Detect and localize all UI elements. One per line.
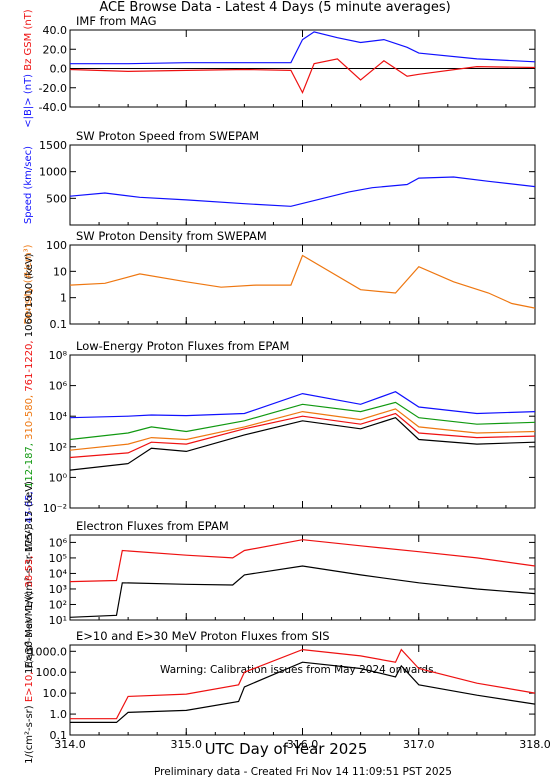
y-axis-label: <|B|> (nT) Bz GSM (nT) bbox=[23, 9, 34, 128]
calibration-warning: Warning: Calibration issues from May 202… bbox=[160, 664, 437, 676]
panel-title: Electron Fluxes from EPAM bbox=[76, 519, 229, 533]
panel-title: IMF from MAG bbox=[76, 14, 157, 28]
series-line-5 bbox=[69, 417, 536, 471]
y-tick-label: 1 bbox=[60, 292, 67, 305]
series-line-2 bbox=[69, 565, 536, 618]
y-tick-label: 10² bbox=[49, 598, 67, 611]
footer-text: Preliminary data - Created Fri Nov 14 11… bbox=[154, 766, 452, 778]
y-tick-label: 1000.0 bbox=[29, 645, 68, 658]
y-axis-label-part: 38-53, bbox=[24, 555, 35, 590]
y-tick-label: 100.0 bbox=[36, 666, 68, 679]
panel-title: SW Proton Speed from SWEPAM bbox=[76, 129, 259, 143]
series-line-1 bbox=[69, 176, 536, 207]
panel-frame bbox=[69, 534, 536, 621]
panel-title: E>10 and E>30 MeV Proton Fluxes from SIS bbox=[76, 629, 330, 643]
panel-frame bbox=[69, 644, 536, 736]
y-axis-label-part: 1/(cm²-s-sr-MeV) bbox=[24, 591, 35, 674]
y-tick-label: -20.0 bbox=[39, 82, 67, 95]
x-tick-label: 316.0 bbox=[287, 738, 319, 751]
series-line-1 bbox=[69, 391, 536, 419]
y-axis-label-part: <|B|> (nT) bbox=[23, 74, 34, 128]
y-tick-label: 10⁴ bbox=[49, 410, 68, 423]
y-axis-label-part: 1/(cm²-s-sr) bbox=[24, 705, 35, 764]
y-axis-label: 1/(cm²-s-sr-MeV) 47-65, 112-187, 310-580… bbox=[24, 253, 35, 610]
panel-title: SW Proton Density from SWEPAM bbox=[76, 229, 267, 243]
y-axis-label-part: 1/(cm²-s-sr-MeV) bbox=[24, 527, 35, 610]
y-axis-label-part: Speed (km/sec) bbox=[23, 146, 34, 224]
y-axis-label-part: 310-580, bbox=[24, 395, 35, 443]
y-axis-label: 1/(cm²-s-sr-MeV) 38-53, 175-315 (keV) bbox=[24, 481, 35, 674]
y-axis-label-part: 112-187, bbox=[24, 443, 35, 491]
x-tick-label: 314.0 bbox=[54, 738, 86, 751]
y-tick-label: 10 bbox=[53, 265, 67, 278]
y-tick-label: 10³ bbox=[49, 583, 67, 596]
y-tick-label: 10⁴ bbox=[49, 567, 68, 580]
y-tick-label: 40.0 bbox=[43, 24, 68, 37]
y-tick-label: 10⁰ bbox=[49, 471, 68, 484]
panel-6: 0.1 1.0 10.0 100.0 1000.0 E>10 and E>30 MeV P… bbox=[24, 616, 536, 764]
y-tick-label: 500 bbox=[46, 192, 67, 205]
y-tick-label: -40.0 bbox=[39, 101, 67, 114]
y-tick-label: 10.0 bbox=[43, 687, 68, 700]
x-tick-label: 317.0 bbox=[403, 738, 435, 751]
panel-3: 0.1 1 10 100 SW Proton Density from SWEPAM De… bbox=[23, 229, 536, 331]
series-line-4 bbox=[69, 412, 536, 459]
panel-frame bbox=[69, 144, 536, 226]
y-axis-label-part: 175-315 (keV) bbox=[24, 481, 35, 555]
series-line-1 bbox=[70, 31, 536, 65]
panel-5: 10¹ 10² 10³ 10⁴ 10⁵ 10⁶ Electron Fluxes from E… bbox=[24, 481, 536, 674]
y-tick-label: 1500 bbox=[39, 139, 67, 152]
panels: -40.0 -20.0 0.0 20.0 40.0 IMF from MAG <|B|> (… bbox=[23, 9, 550, 764]
series-line-3 bbox=[69, 408, 536, 451]
series-line-1 bbox=[69, 539, 536, 583]
y-tick-label: 0.1 bbox=[50, 729, 68, 742]
y-tick-label: 10⁵ bbox=[49, 552, 67, 565]
series-line-1 bbox=[70, 648, 536, 720]
y-tick-label: 10⁸ bbox=[49, 349, 68, 362]
x-tick-label: 315.0 bbox=[171, 738, 203, 751]
series-line-1 bbox=[69, 254, 536, 309]
y-axis-label: Speed (km/sec) bbox=[23, 146, 34, 224]
y-tick-label: 1.0 bbox=[50, 708, 68, 721]
panel-title: Low-Energy Proton Fluxes from EPAM bbox=[76, 339, 289, 353]
y-tick-label: 10⁶ bbox=[49, 380, 68, 393]
series-line-2 bbox=[69, 401, 536, 441]
panel-2: 500 1000 1500 SW Proton Speed from SWEPAM Sp… bbox=[23, 129, 536, 226]
y-tick-label: 10¹ bbox=[49, 614, 67, 627]
y-axis-label-part: E>10, bbox=[24, 672, 35, 706]
page-title: ACE Browse Data - Latest 4 Days (5 minut… bbox=[99, 0, 450, 15]
y-axis-label: 1/(cm²-s-sr) E>10, E>30 MeV bbox=[24, 616, 35, 764]
y-axis-label-part: E>30 MeV bbox=[24, 616, 35, 672]
y-tick-label: 10⁶ bbox=[49, 536, 68, 549]
y-tick-label: 10⁻² bbox=[43, 502, 67, 515]
y-tick-label: 100 bbox=[46, 239, 67, 252]
y-axis-label-part: Density (#/cm³) bbox=[23, 244, 34, 324]
y-axis-label-part: 1060-1910 (keV) bbox=[24, 253, 35, 340]
y-axis-label-part: Bz GSM (nT) bbox=[23, 9, 34, 74]
y-axis-label-part: 47-65, bbox=[24, 491, 35, 526]
x-tick-label: 318.0 bbox=[519, 738, 550, 751]
panel-1: -40.0 -20.0 0.0 20.0 40.0 IMF from MAG <|B|> (… bbox=[23, 9, 536, 128]
y-tick-label: 0.0 bbox=[50, 63, 68, 76]
y-tick-label: 1000 bbox=[39, 166, 67, 179]
y-tick-label: 10² bbox=[49, 441, 67, 454]
y-axis-label: Density (#/cm³) bbox=[23, 244, 34, 324]
y-tick-label: 0.1 bbox=[50, 318, 68, 331]
y-axis-label-part: 761-1220, bbox=[24, 340, 35, 395]
series-line-2 bbox=[70, 661, 536, 724]
y-tick-label: 20.0 bbox=[43, 43, 68, 56]
series-line-2 bbox=[69, 58, 536, 95]
panel-4: 10⁻² 10⁰ 10² 10⁴ 10⁶ 10⁸ Low-Energy Proton Flu… bbox=[24, 253, 536, 610]
x-axis-label: UTC Day of Year 2025 bbox=[205, 740, 368, 758]
